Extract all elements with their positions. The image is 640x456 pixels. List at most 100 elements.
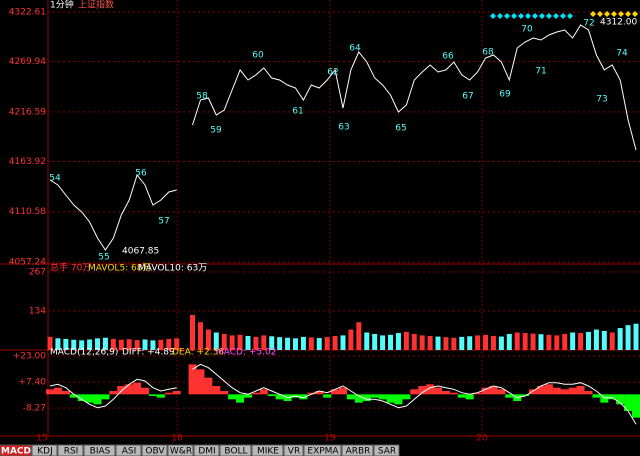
tab-label[interactable]: ARBR [346,447,371,456]
macd-bar [259,389,268,395]
macd-bar [434,387,443,395]
signal-marker [525,13,531,19]
volume-bar [585,331,591,350]
volume-bar [443,337,449,350]
tab-label[interactable]: RSI [64,447,79,456]
tab[interactable] [341,444,374,456]
signal-marker [618,11,624,17]
tab-label[interactable]: EXPMA [307,447,339,456]
tab[interactable] [141,444,168,456]
macd-bar [632,394,640,418]
signal-marker [539,13,545,19]
volume-bar [118,339,124,350]
macd-bar [141,387,150,395]
macd-bar [370,394,379,398]
day-label: 15 [36,434,47,444]
volume-bar [356,322,362,350]
volume-bar [126,339,132,350]
tab[interactable] [219,444,252,456]
macd-bar [410,389,419,395]
volume-bar [47,336,53,350]
macd-bar [275,394,284,400]
volume-bar [593,329,599,350]
tab-label[interactable]: W&R [170,447,192,456]
macd-bar [61,391,70,395]
tab[interactable] [31,444,58,456]
macd-bar [53,387,62,395]
tab-label[interactable]: BIAS [90,447,111,456]
y-tick-label: +7.40 [18,378,46,388]
macd-bar [505,394,514,398]
signal-marker [567,13,573,19]
volume-bar [134,340,140,350]
volume-bar [372,333,378,350]
tab-label[interactable]: BOLL [224,447,247,456]
tab[interactable] [83,444,116,456]
macd-bar [148,394,157,396]
y-tick-label: 4216.59 [9,107,46,117]
volume-bar [459,336,465,350]
macd-bar [236,394,245,403]
macd-bar [378,394,387,400]
tab[interactable] [57,444,84,456]
macd-bar [362,394,371,401]
volume-bar [190,314,196,350]
signal-marker [632,11,638,17]
tab-label[interactable]: MIKE [257,447,279,456]
macd-bar [576,386,585,395]
macd-bar [616,394,625,405]
signal-marker [553,13,559,19]
macd-bar [402,394,411,400]
tab[interactable] [0,444,32,456]
macd-header: MACD: +5.02 [216,348,276,358]
tab[interactable] [193,444,220,456]
y-tick-label: -8.27 [23,404,46,414]
volume-bar [498,336,504,350]
volume-bar [435,336,441,350]
macd-bar [77,394,86,401]
macd-bar [481,387,490,395]
volume-bar [253,336,259,350]
tab-label[interactable]: KDJ [37,447,53,456]
tab-label[interactable]: SAR [378,447,396,456]
tab-label[interactable]: VR [288,447,300,456]
signal-marker [604,11,610,17]
volume-bar [158,339,164,350]
tab[interactable] [283,444,304,456]
volume-bar [380,335,386,350]
tab-label[interactable]: OBV [145,447,165,456]
volume-bar [546,334,552,350]
macd-bar [109,391,118,395]
macd-bar [212,386,221,395]
wave-label: 59 [210,126,222,136]
macd-bar [243,394,252,398]
tab-label[interactable]: ASI [122,447,137,456]
macd-bar [473,392,482,395]
tab[interactable] [167,444,194,456]
volume-bar [419,335,425,350]
volume-bar [625,325,631,350]
tab-label[interactable]: DMI [198,447,215,456]
tab[interactable] [373,444,400,456]
macd-bar [188,364,197,395]
macd-bar [196,369,205,395]
macd-bar [307,392,316,395]
tab[interactable] [115,444,142,456]
wave-label: 70 [521,25,533,35]
y-tick-label: +23.00 [13,352,47,362]
price-label: 4067.85 [122,247,159,257]
tab[interactable] [251,444,284,456]
macd-bar [608,394,617,400]
volume-bar [332,335,338,350]
tab[interactable] [303,444,342,456]
macd-bar [449,392,458,395]
volume-header: MAVOL10: 63万 [138,264,207,274]
volume-bar [475,335,481,350]
macd-bar [346,394,355,400]
macd-bar [204,377,213,395]
day-label: 20 [476,434,488,444]
tab-label[interactable]: MACD [1,447,31,456]
macd-bar [267,394,276,396]
